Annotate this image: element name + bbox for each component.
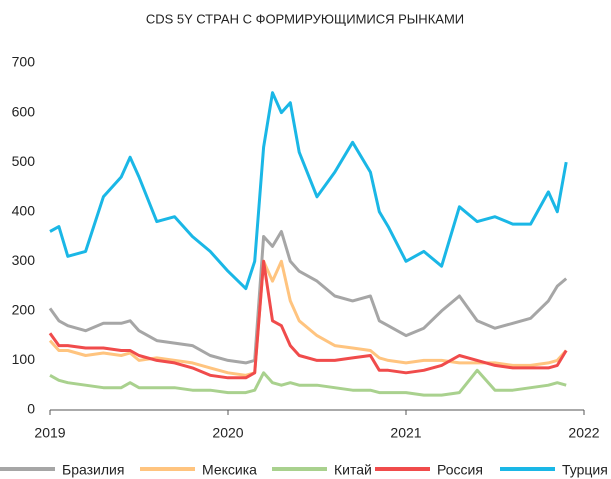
y-tick-label: 100 xyxy=(12,351,36,367)
chart-title: CDS 5Y СТРАН С ФОРМИРУЮЩИМИСЯ РЫНКАМИ xyxy=(146,11,464,26)
y-tick-label: 300 xyxy=(12,252,36,268)
legend-label: Китай xyxy=(334,462,372,478)
y-tick-label: 700 xyxy=(12,54,36,70)
series-line xyxy=(48,259,568,377)
series-line xyxy=(48,230,568,365)
y-tick-label: 500 xyxy=(12,153,36,169)
series-line xyxy=(49,368,567,397)
series-line xyxy=(48,259,568,380)
legend-label: Турция xyxy=(562,462,608,478)
y-tick-label: 600 xyxy=(12,103,36,119)
legend-label: Бразилия xyxy=(62,462,124,478)
x-tick-label: 2019 xyxy=(34,425,65,441)
legend-label: Россия xyxy=(437,462,483,478)
x-tick-label: 2021 xyxy=(390,425,421,441)
y-tick-label: 200 xyxy=(12,302,36,318)
y-tick-label: 0 xyxy=(27,401,35,417)
x-tick-label: 2022 xyxy=(568,425,599,441)
series-line xyxy=(49,91,568,291)
legend-label: Мексика xyxy=(202,462,257,478)
y-tick-label: 400 xyxy=(12,202,36,218)
x-tick-label: 2020 xyxy=(212,425,243,441)
